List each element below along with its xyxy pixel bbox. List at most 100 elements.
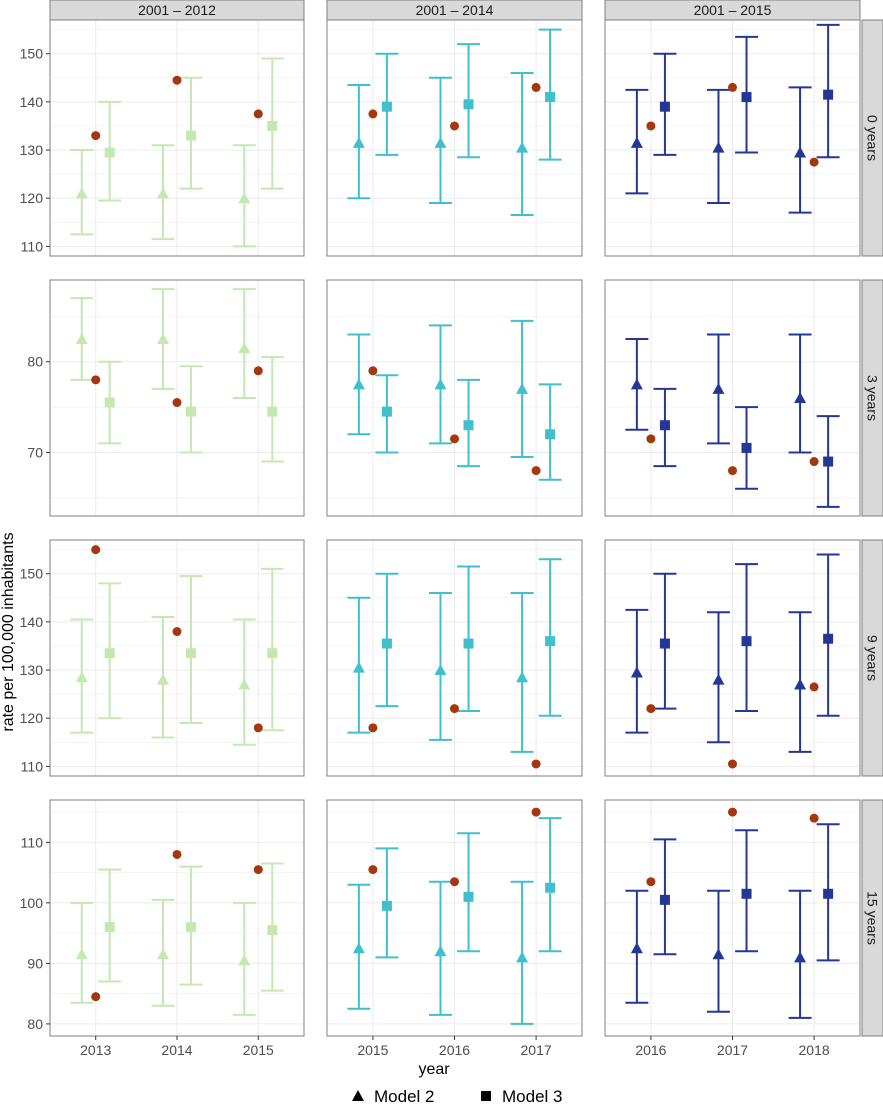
model2-point	[712, 382, 725, 394]
y-tick-label: 150	[20, 46, 44, 62]
y-tick-label: 100	[20, 895, 44, 911]
model3-point	[381, 638, 392, 649]
model2-point	[157, 948, 170, 960]
model2-point	[516, 951, 529, 963]
model3-point	[741, 442, 752, 453]
model3-point	[545, 92, 556, 103]
observed-point	[172, 75, 182, 85]
legend-label: Model 2	[374, 1087, 434, 1106]
y-tick-label: 110	[21, 238, 44, 254]
y-tick-label: 150	[20, 566, 44, 582]
model3-point	[381, 101, 392, 112]
x-tick-label: 2015	[243, 1042, 274, 1058]
observed-point	[172, 627, 182, 637]
observed-point	[91, 131, 101, 141]
model3-point	[463, 638, 474, 649]
facet-panel	[326, 19, 583, 257]
x-tick-label: 2015	[357, 1042, 388, 1058]
model2-point	[238, 342, 251, 354]
observed-point	[253, 109, 263, 119]
observed-point	[531, 82, 541, 92]
facet-panel	[49, 19, 305, 257]
model3-point	[267, 120, 278, 131]
y-axis-title: rate per 100,000 inhabitants	[0, 532, 17, 731]
model2-point	[238, 954, 251, 966]
model2-point	[794, 951, 807, 963]
model2-point	[238, 192, 251, 204]
model3-point	[267, 406, 278, 417]
observed-point	[91, 992, 101, 1002]
observed-point	[450, 704, 459, 714]
column-strip	[326, 0, 583, 21]
axes: 110 120 130 140 150 70 80 110 120 130 140 150 80 90 10…	[20, 46, 830, 1058]
observed-point	[531, 466, 541, 476]
facet-strips: 2001 – 2012 2001 – 2014 2001 – 2015 0 years…	[49, 0, 883, 1037]
y-tick-label: 80	[27, 1016, 43, 1032]
observed-point	[728, 807, 737, 817]
x-tick-label: 2016	[635, 1042, 666, 1058]
model2-point	[630, 136, 643, 148]
model2-point	[630, 378, 643, 390]
model3-point	[463, 99, 474, 110]
facet-panel	[604, 539, 861, 777]
model3-point	[823, 89, 834, 100]
y-tick-label: 140	[20, 614, 44, 630]
x-tick-label: 2017	[717, 1042, 748, 1058]
observed-point	[646, 877, 656, 887]
model3-point	[267, 925, 278, 936]
observed-point	[91, 375, 101, 385]
y-tick-label: 140	[20, 94, 44, 110]
panel-border	[326, 279, 583, 517]
model2-point	[630, 942, 643, 954]
y-tick-label: 120	[20, 710, 44, 726]
row-strip-label: 3 years	[865, 375, 881, 421]
model2-point	[352, 378, 365, 390]
column-strip	[49, 0, 305, 21]
model2-point	[75, 948, 88, 960]
x-tick-label: 2013	[80, 1042, 111, 1058]
observed-point	[809, 157, 819, 167]
model2-point	[75, 187, 88, 199]
facet-panel	[326, 279, 583, 517]
model2-point	[712, 141, 725, 153]
model3-point	[104, 648, 115, 659]
facet-panel	[604, 279, 861, 517]
model3-point	[185, 922, 196, 933]
observed-point	[172, 398, 182, 408]
model3-point	[741, 636, 752, 647]
observed-point	[531, 807, 541, 817]
observed-point	[646, 704, 656, 714]
model2-point	[75, 333, 88, 344]
model2-point	[712, 948, 725, 960]
model2-point	[434, 136, 447, 148]
x-tick-label: 2018	[799, 1042, 830, 1058]
y-tick-label: 80	[27, 354, 43, 370]
model3-point	[185, 648, 196, 659]
model2-point	[794, 678, 807, 690]
model2-point	[352, 136, 365, 148]
y-tick-label: 130	[20, 142, 44, 158]
x-tick-label: 2016	[439, 1042, 470, 1058]
row-strip	[861, 799, 883, 1037]
model2-point	[434, 945, 447, 957]
model2-point	[157, 187, 170, 199]
row-strip-label: 9 years	[865, 635, 881, 681]
model3-point	[741, 888, 752, 899]
model3-point	[104, 147, 115, 158]
x-tick-label: 2017	[521, 1042, 552, 1058]
observed-point	[172, 849, 182, 859]
observed-point	[809, 813, 819, 823]
observed-point	[91, 545, 101, 555]
model3-point	[659, 420, 670, 431]
model2-point	[794, 392, 807, 403]
column-strip-label: 2001 – 2015	[694, 2, 772, 18]
column-strip-label: 2001 – 2012	[138, 2, 216, 18]
facet-panel	[49, 539, 305, 777]
model3-point	[463, 891, 474, 902]
model3-point	[267, 648, 278, 659]
observed-point	[368, 366, 378, 376]
observed-point	[450, 877, 459, 887]
model3-point	[545, 882, 556, 893]
model3-point	[104, 922, 115, 933]
